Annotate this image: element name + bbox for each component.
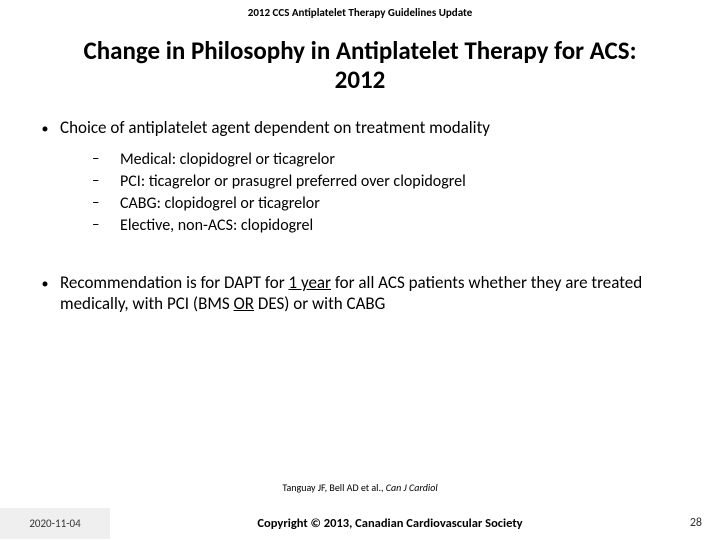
citation: Tanguay JF, Bell AD et al., Can J Cardio… bbox=[0, 481, 720, 494]
sub-bullet-text: PCI: ticagrelor or prasugrel preferred o… bbox=[120, 172, 690, 192]
bullet-dash: – bbox=[92, 172, 120, 192]
footer-copyright: Copyright © 2013, Canadian Cardiovascula… bbox=[110, 516, 670, 531]
page-number: 28 bbox=[670, 516, 720, 530]
bullet-dash: – bbox=[92, 194, 120, 214]
bullet-level1: • Recommendation is for DAPT for 1 year … bbox=[30, 272, 690, 315]
sub-bullet-text: Elective, non-ACS: clopidogrel bbox=[120, 216, 690, 236]
text-fragment: DES) or with CABG bbox=[254, 293, 385, 314]
underlined-text: OR bbox=[234, 293, 255, 314]
bullet-level2: – PCI: ticagrelor or prasugrel preferred… bbox=[92, 172, 690, 192]
bullet-level2: – Elective, non-ACS: clopidogrel bbox=[92, 216, 690, 236]
bullet-dot: • bbox=[30, 117, 60, 138]
spacer bbox=[30, 238, 690, 272]
bullet-text: Choice of antiplatelet agent dependent o… bbox=[60, 117, 690, 138]
footer: 2020-11-04 Copyright © 2013, Canadian Ca… bbox=[0, 506, 720, 540]
sub-bullet-list: – Medical: clopidogrel or ticagrelor – P… bbox=[30, 146, 690, 236]
bullet-text: Recommendation is for DAPT for 1 year fo… bbox=[60, 272, 690, 315]
bullet-level2: – CABG: clopidogrel or ticagrelor bbox=[92, 194, 690, 214]
title-line-1: Change in Philosophy in Antiplatelet The… bbox=[84, 35, 637, 66]
bullet-dash: – bbox=[92, 150, 120, 170]
footer-date: 2020-11-04 bbox=[0, 508, 110, 539]
bullet-level1: • Choice of antiplatelet agent dependent… bbox=[30, 117, 690, 138]
title-line-2: 2012 bbox=[335, 64, 386, 95]
sub-bullet-text: CABG: clopidogrel or ticagrelor bbox=[120, 194, 690, 214]
citation-authors: Tanguay JF, Bell AD et al., bbox=[282, 481, 385, 494]
sub-bullet-text: Medical: clopidogrel or ticagrelor bbox=[120, 150, 690, 170]
bullet-level2: – Medical: clopidogrel or ticagrelor bbox=[92, 150, 690, 170]
text-fragment: Recommendation is for DAPT for bbox=[60, 272, 289, 293]
underlined-text: 1 year bbox=[289, 272, 331, 293]
slide-body: • Choice of antiplatelet agent dependent… bbox=[0, 117, 720, 315]
header-subtitle: 2012 CCS Antiplatelet Therapy Guidelines… bbox=[0, 0, 720, 37]
slide: 2012 CCS Antiplatelet Therapy Guidelines… bbox=[0, 0, 720, 540]
bullet-dot: • bbox=[30, 272, 60, 315]
slide-title: Change in Philosophy in Antiplatelet The… bbox=[0, 37, 720, 117]
bullet-dash: – bbox=[92, 216, 120, 236]
citation-journal: Can J Cardiol bbox=[386, 481, 438, 494]
